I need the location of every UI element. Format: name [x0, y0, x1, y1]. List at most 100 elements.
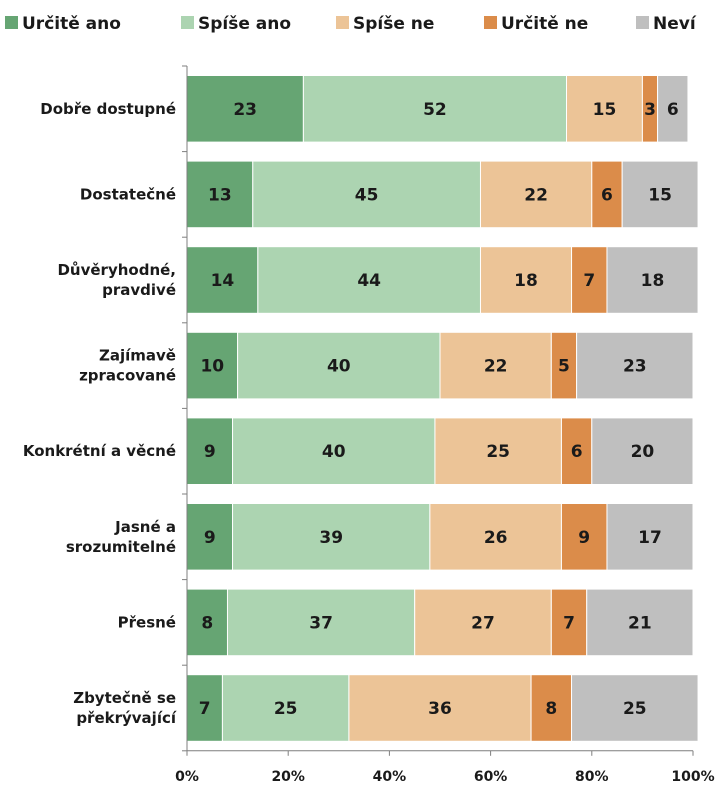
bar-segment-3-2 — [439, 331, 552, 400]
x-tick-label-2: 40% — [373, 769, 407, 785]
data-label-1-1: 45 — [355, 185, 379, 205]
bar-segment-0-4 — [657, 75, 689, 143]
data-label-6-4: 21 — [628, 613, 652, 633]
legend-label-0: Určitě ano — [22, 14, 121, 34]
bar-segment-1-1 — [252, 160, 481, 229]
data-label-1-3: 6 — [601, 185, 613, 205]
data-label-6-2: 27 — [471, 613, 495, 633]
data-label-0-0: 23 — [233, 100, 257, 120]
x-tick-label-0: 0% — [175, 769, 199, 785]
legend-label-2: Spíše ne — [353, 14, 434, 34]
bar-segment-4-3 — [560, 417, 593, 485]
bar-segment-3-0 — [186, 331, 239, 400]
data-label-2-0: 14 — [211, 271, 235, 291]
legend-swatch-3 — [484, 16, 497, 29]
legend-swatch-0 — [5, 16, 18, 29]
data-label-5-4: 17 — [638, 528, 662, 548]
bar-segment-6-4 — [586, 588, 694, 657]
data-label-2-2: 18 — [514, 271, 538, 291]
data-label-4-0: 9 — [204, 442, 216, 462]
bar-segment-4-2 — [434, 417, 562, 485]
data-label-7-2: 36 — [428, 699, 452, 719]
category-label-7: Zbytečně se překrývající — [73, 689, 177, 727]
data-label-4-4: 20 — [631, 442, 655, 462]
bar-segment-2-2 — [479, 246, 573, 314]
bar-segment-5-0 — [186, 503, 234, 571]
category-label-6: Přesné — [118, 613, 176, 631]
data-label-1-2: 22 — [524, 185, 548, 205]
data-label-1-4: 15 — [648, 185, 672, 205]
data-label-2-1: 44 — [357, 271, 381, 291]
data-label-6-0: 8 — [201, 613, 213, 633]
data-label-5-0: 9 — [204, 528, 216, 548]
data-label-3-2: 22 — [484, 357, 508, 377]
data-label-3-4: 23 — [623, 357, 647, 377]
bar-segment-1-0 — [186, 160, 254, 229]
bar-segment-3-4 — [576, 331, 694, 400]
bar-segment-5-1 — [232, 503, 431, 571]
data-label-0-1: 52 — [423, 100, 447, 120]
bar-segment-0-2 — [566, 75, 643, 143]
category-label-0: Dobře dostupné — [40, 100, 176, 118]
bar-segment-6-3 — [550, 588, 588, 657]
data-label-0-4: 6 — [667, 100, 679, 120]
bar-segment-7-1 — [221, 674, 350, 742]
data-label-5-1: 39 — [319, 528, 343, 548]
data-label-3-3: 5 — [558, 357, 570, 377]
category-label-2: Důvěryhodné, pravdivé — [57, 261, 176, 299]
bar-segment-2-1 — [257, 246, 481, 314]
bar-segment-7-4 — [571, 674, 699, 742]
x-tick-label-5: 100% — [671, 769, 714, 785]
data-label-1-0: 13 — [208, 185, 232, 205]
bar-segment-2-4 — [606, 246, 699, 314]
data-label-5-3: 9 — [578, 528, 590, 548]
bar-segment-7-3 — [530, 674, 573, 742]
legend-swatch-1 — [181, 16, 194, 29]
bar-segment-1-4 — [621, 160, 699, 229]
legend-label-3: Určitě ne — [501, 14, 588, 34]
bar-segment-3-3 — [550, 331, 578, 400]
data-label-7-4: 25 — [623, 699, 647, 719]
bar-segment-4-4 — [591, 417, 694, 485]
x-tick-label-4: 80% — [575, 769, 609, 785]
legend-swatch-4 — [636, 16, 649, 29]
bar-segment-2-3 — [571, 246, 608, 314]
bar-segment-7-0 — [186, 674, 223, 742]
data-label-7-1: 25 — [274, 699, 298, 719]
data-label-4-2: 25 — [486, 442, 510, 462]
x-tick-label-3: 60% — [474, 769, 508, 785]
data-label-2-4: 18 — [641, 271, 665, 291]
data-label-5-2: 26 — [484, 528, 508, 548]
data-label-4-1: 40 — [322, 442, 346, 462]
data-label-3-1: 40 — [327, 357, 351, 377]
axes: 0% 20% 40% 60% 80% 100% — [175, 65, 715, 785]
bar-segment-7-2 — [348, 674, 532, 742]
data-label-4-3: 6 — [571, 442, 583, 462]
category-label-3: Zajímavě zpracované — [79, 347, 176, 385]
data-label-0-3: 3 — [644, 100, 656, 120]
bar-segment-6-1 — [226, 588, 416, 657]
legend: Určitě ano Spíše ano Spíše ne Určitě ne Neví — [5, 14, 697, 34]
bar-segment-0-1 — [302, 75, 567, 143]
data-label-6-1: 37 — [309, 613, 333, 633]
bar-segment-5-4 — [606, 503, 694, 571]
data-label-7-0: 7 — [199, 699, 211, 719]
data-label-6-3: 7 — [563, 613, 575, 633]
legend-label-1: Spíše ano — [198, 14, 291, 34]
bar-segment-2-0 — [186, 246, 259, 314]
category-label-1: Dostatečné — [80, 185, 176, 203]
x-tick-label-1: 20% — [271, 769, 305, 785]
category-label-4: Konkrétní a věcné — [23, 442, 176, 460]
category-labels: Dobře dostupné Dostatečné Důvěryhodné, prav… — [23, 100, 177, 727]
bar-segment-6-0 — [186, 588, 228, 657]
data-label-0-2: 15 — [593, 100, 617, 120]
data-label-2-3: 7 — [583, 271, 595, 291]
category-label-5: Jasné a srozumitelné — [66, 518, 176, 556]
bar-segment-4-1 — [232, 417, 436, 485]
bar-segment-1-2 — [479, 160, 593, 229]
legend-swatch-2 — [336, 16, 349, 29]
data-label-7-3: 8 — [545, 699, 557, 719]
bar-segment-0-0 — [186, 75, 304, 143]
